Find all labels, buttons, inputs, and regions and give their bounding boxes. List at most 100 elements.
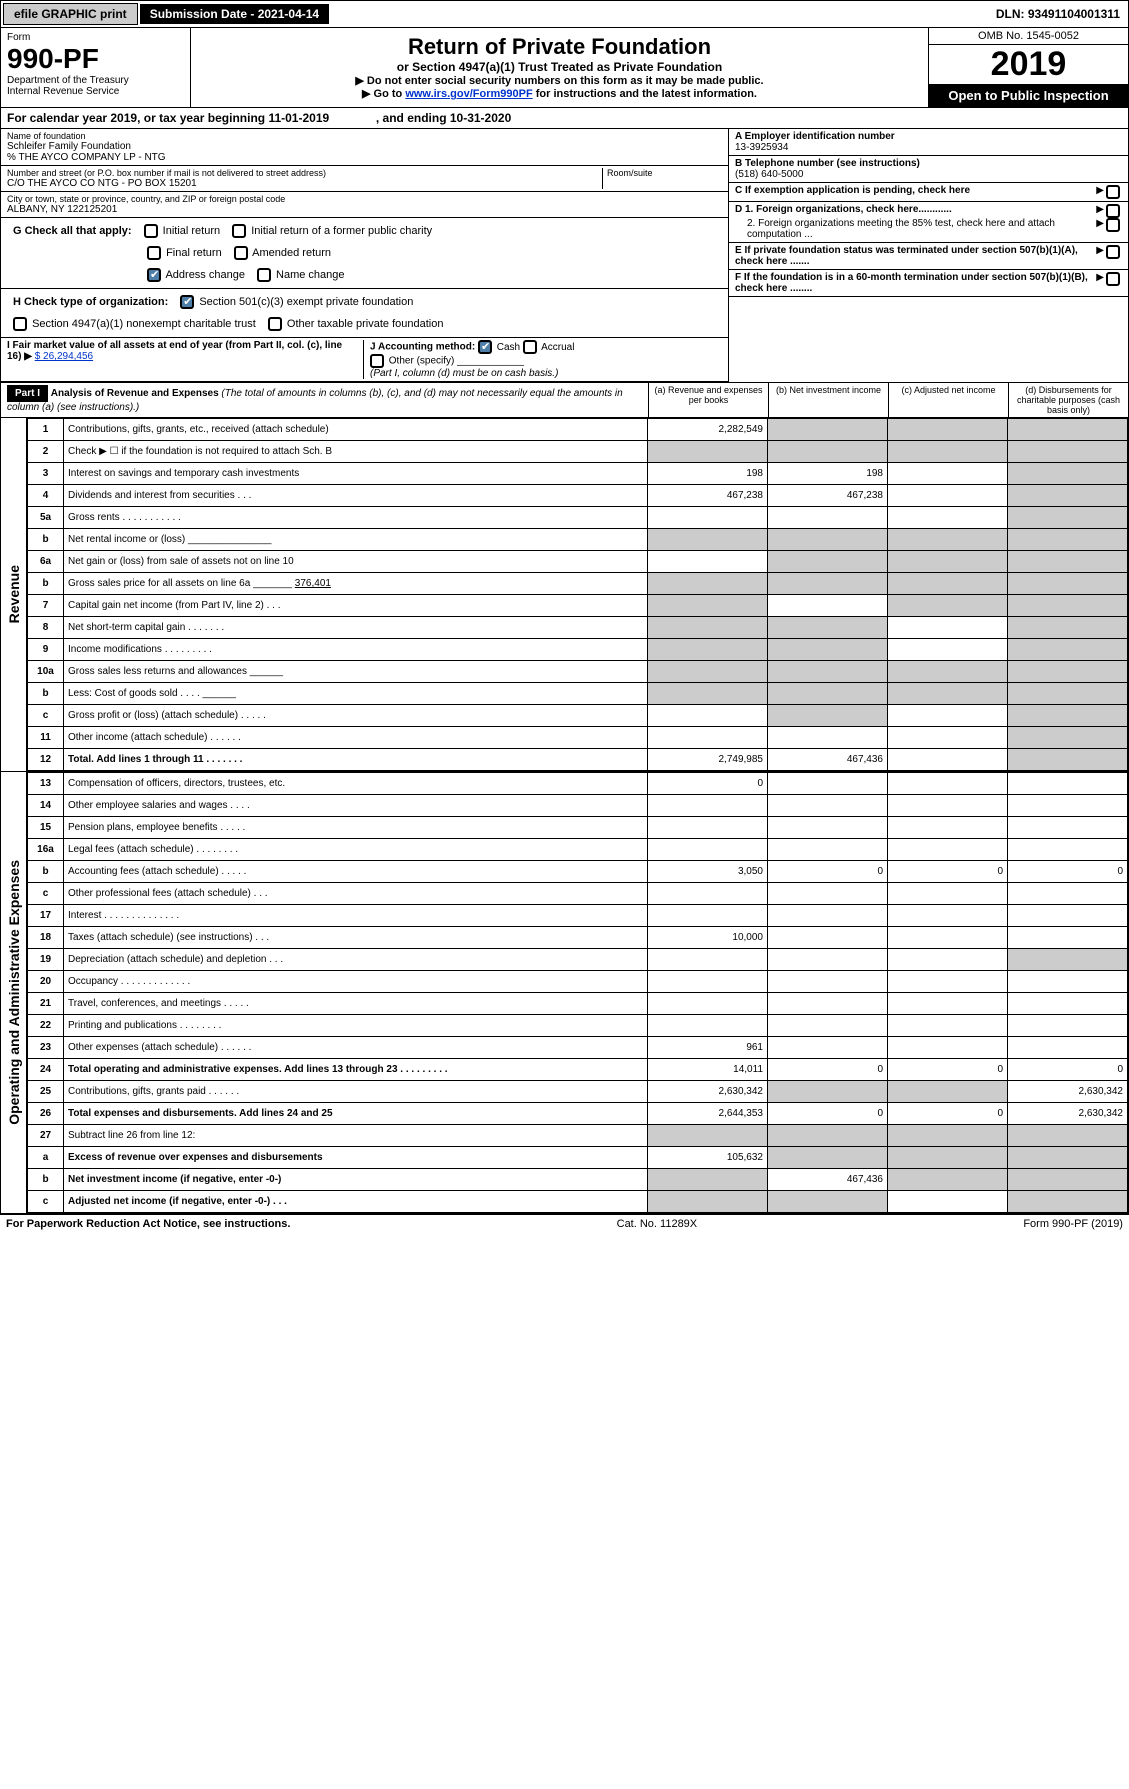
c-checkbox[interactable] <box>1106 185 1120 199</box>
table-row: 16aLegal fees (attach schedule) . . . . … <box>28 839 1128 861</box>
other-taxable-checkbox[interactable] <box>268 317 282 331</box>
table-row: 2Check ▶ ☐ if the foundation is not requ… <box>28 441 1128 463</box>
form-header: Form 990-PF Department of the Treasury I… <box>0 28 1129 108</box>
instruction-1: ▶ Do not enter social security numbers o… <box>197 74 922 87</box>
g-amended: Amended return <box>252 247 331 259</box>
catalog-number: Cat. No. 11289X <box>617 1218 698 1230</box>
table-row: 24Total operating and administrative exp… <box>28 1059 1128 1081</box>
table-row: 10aGross sales less returns and allowanc… <box>28 661 1128 683</box>
table-row: 15Pension plans, employee benefits . . .… <box>28 817 1128 839</box>
ij-section: I Fair market value of all assets at end… <box>1 338 728 382</box>
irs-label: Internal Revenue Service <box>7 86 184 97</box>
501c3-checkbox[interactable] <box>180 295 194 309</box>
other-method-checkbox[interactable] <box>370 354 384 368</box>
f-checkbox[interactable] <box>1106 272 1120 286</box>
name-label: Name of foundation <box>7 131 722 141</box>
submission-date: Submission Date - 2021-04-14 <box>140 4 329 24</box>
d2-checkbox[interactable] <box>1106 218 1120 232</box>
j-accrual: Accrual <box>541 342 574 353</box>
room-label: Room/suite <box>607 168 722 178</box>
efile-print-button[interactable]: efile GRAPHIC print <box>3 3 138 25</box>
part1-title: Analysis of Revenue and Expenses <box>51 388 219 399</box>
table-row: 6aNet gain or (loss) from sale of assets… <box>28 551 1128 573</box>
name-cell: Name of foundation Schleifer Family Foun… <box>1 129 728 166</box>
4947-checkbox[interactable] <box>13 317 27 331</box>
table-row: 25Contributions, gifts, grants paid . . … <box>28 1081 1128 1103</box>
table-row: 8Net short-term capital gain . . . . . .… <box>28 617 1128 639</box>
table-row: 13Compensation of officers, directors, t… <box>28 773 1128 795</box>
address-cell: Number and street (or P.O. box number if… <box>1 166 728 192</box>
table-row: 19Depreciation (attach schedule) and dep… <box>28 949 1128 971</box>
table-row: 18Taxes (attach schedule) (see instructi… <box>28 927 1128 949</box>
e-cell: E If private foundation status was termi… <box>729 243 1128 270</box>
d1-checkbox[interactable] <box>1106 204 1120 218</box>
table-row: 14Other employee salaries and wages . . … <box>28 795 1128 817</box>
accrual-checkbox[interactable] <box>523 340 537 354</box>
form-footer-label: Form 990-PF (2019) <box>1023 1218 1123 1230</box>
table-row: 20Occupancy . . . . . . . . . . . . . <box>28 971 1128 993</box>
table-row: 21Travel, conferences, and meetings . . … <box>28 993 1128 1015</box>
table-row: bNet rental income or (loss) ___________… <box>28 529 1128 551</box>
amended-return-checkbox[interactable] <box>234 246 248 260</box>
e-checkbox[interactable] <box>1106 245 1120 259</box>
identity-block: Name of foundation Schleifer Family Foun… <box>0 129 1129 382</box>
tel-label: B Telephone number (see instructions) <box>735 158 1122 169</box>
name-change-checkbox[interactable] <box>257 268 271 282</box>
city-label: City or town, state or province, country… <box>7 194 722 204</box>
j-label: J Accounting method: <box>370 342 475 353</box>
d1-label: D 1. Foreign organizations, check here..… <box>735 204 1094 218</box>
form-number: 990-PF <box>7 43 184 75</box>
inst2-post: for instructions and the latest informat… <box>533 88 757 100</box>
table-row: bLess: Cost of goods sold . . . . ______ <box>28 683 1128 705</box>
d2-label: 2. Foreign organizations meeting the 85%… <box>735 218 1094 240</box>
revenue-rotated-label: Revenue <box>6 565 22 623</box>
g-label: G Check all that apply: <box>13 225 132 237</box>
col-c-header: (c) Adjusted net income <box>888 383 1008 417</box>
tel-cell: B Telephone number (see instructions) (5… <box>729 156 1128 183</box>
table-row: 26Total expenses and disbursements. Add … <box>28 1103 1128 1125</box>
tax-year: 2019 <box>929 45 1128 84</box>
e-label: E If private foundation status was termi… <box>735 245 1094 267</box>
initial-return-checkbox[interactable] <box>144 224 158 238</box>
header-mid: Return of Private Foundation or Section … <box>191 28 928 107</box>
table-row: 17Interest . . . . . . . . . . . . . . <box>28 905 1128 927</box>
table-row: cGross profit or (loss) (attach schedule… <box>28 705 1128 727</box>
table-row: 27Subtract line 26 from line 12: <box>28 1125 1128 1147</box>
j-cash: Cash <box>497 342 520 353</box>
table-row: 3Interest on savings and temporary cash … <box>28 463 1128 485</box>
c-cell: C If exemption application is pending, c… <box>729 183 1128 202</box>
cash-checkbox[interactable] <box>478 340 492 354</box>
g-initial-former: Initial return of a former public charit… <box>251 225 432 237</box>
address-change-checkbox[interactable] <box>147 268 161 282</box>
table-row: 5aGross rents . . . . . . . . . . . <box>28 507 1128 529</box>
f-cell: F If the foundation is in a 60-month ter… <box>729 270 1128 297</box>
page-footer: For Paperwork Reduction Act Notice, see … <box>0 1214 1129 1233</box>
table-row: 23Other expenses (attach schedule) . . .… <box>28 1037 1128 1059</box>
table-row: 12Total. Add lines 1 through 11 . . . . … <box>28 749 1128 771</box>
dln-label: DLN: 93491104001311 <box>988 4 1128 24</box>
initial-former-checkbox[interactable] <box>232 224 246 238</box>
table-row: 1Contributions, gifts, grants, etc., rec… <box>28 419 1128 441</box>
part1-label: Part I <box>7 385 48 402</box>
city-value: ALBANY, NY 122125201 <box>7 204 722 215</box>
irs-link[interactable]: www.irs.gov/Form990PF <box>405 88 532 100</box>
table-row: bAccounting fees (attach schedule) . . .… <box>28 861 1128 883</box>
table-row: bNet investment income (if negative, ent… <box>28 1169 1128 1191</box>
form-word: Form <box>7 32 184 43</box>
table-row: cAdjusted net income (if negative, enter… <box>28 1191 1128 1213</box>
ein-label: A Employer identification number <box>735 131 1122 142</box>
col-a-header: (a) Revenue and expenses per books <box>648 383 768 417</box>
g-name-change: Name change <box>276 269 345 281</box>
table-row: cOther professional fees (attach schedul… <box>28 883 1128 905</box>
expenses-section: Operating and Administrative Expenses 13… <box>0 772 1129 1214</box>
revenue-section: Revenue 1Contributions, gifts, grants, e… <box>0 418 1129 772</box>
h-4947: Section 4947(a)(1) nonexempt charitable … <box>32 318 256 330</box>
final-return-checkbox[interactable] <box>147 246 161 260</box>
yearline-mid: , and ending 10-31-2020 <box>376 111 511 125</box>
table-row: 22Printing and publications . . . . . . … <box>28 1015 1128 1037</box>
table-row: 7Capital gain net income (from Part IV, … <box>28 595 1128 617</box>
addr-label: Number and street (or P.O. box number if… <box>7 168 602 178</box>
i-value[interactable]: $ 26,294,456 <box>35 351 93 362</box>
tel-value: (518) 640-5000 <box>735 169 1122 180</box>
city-cell: City or town, state or province, country… <box>1 192 728 218</box>
